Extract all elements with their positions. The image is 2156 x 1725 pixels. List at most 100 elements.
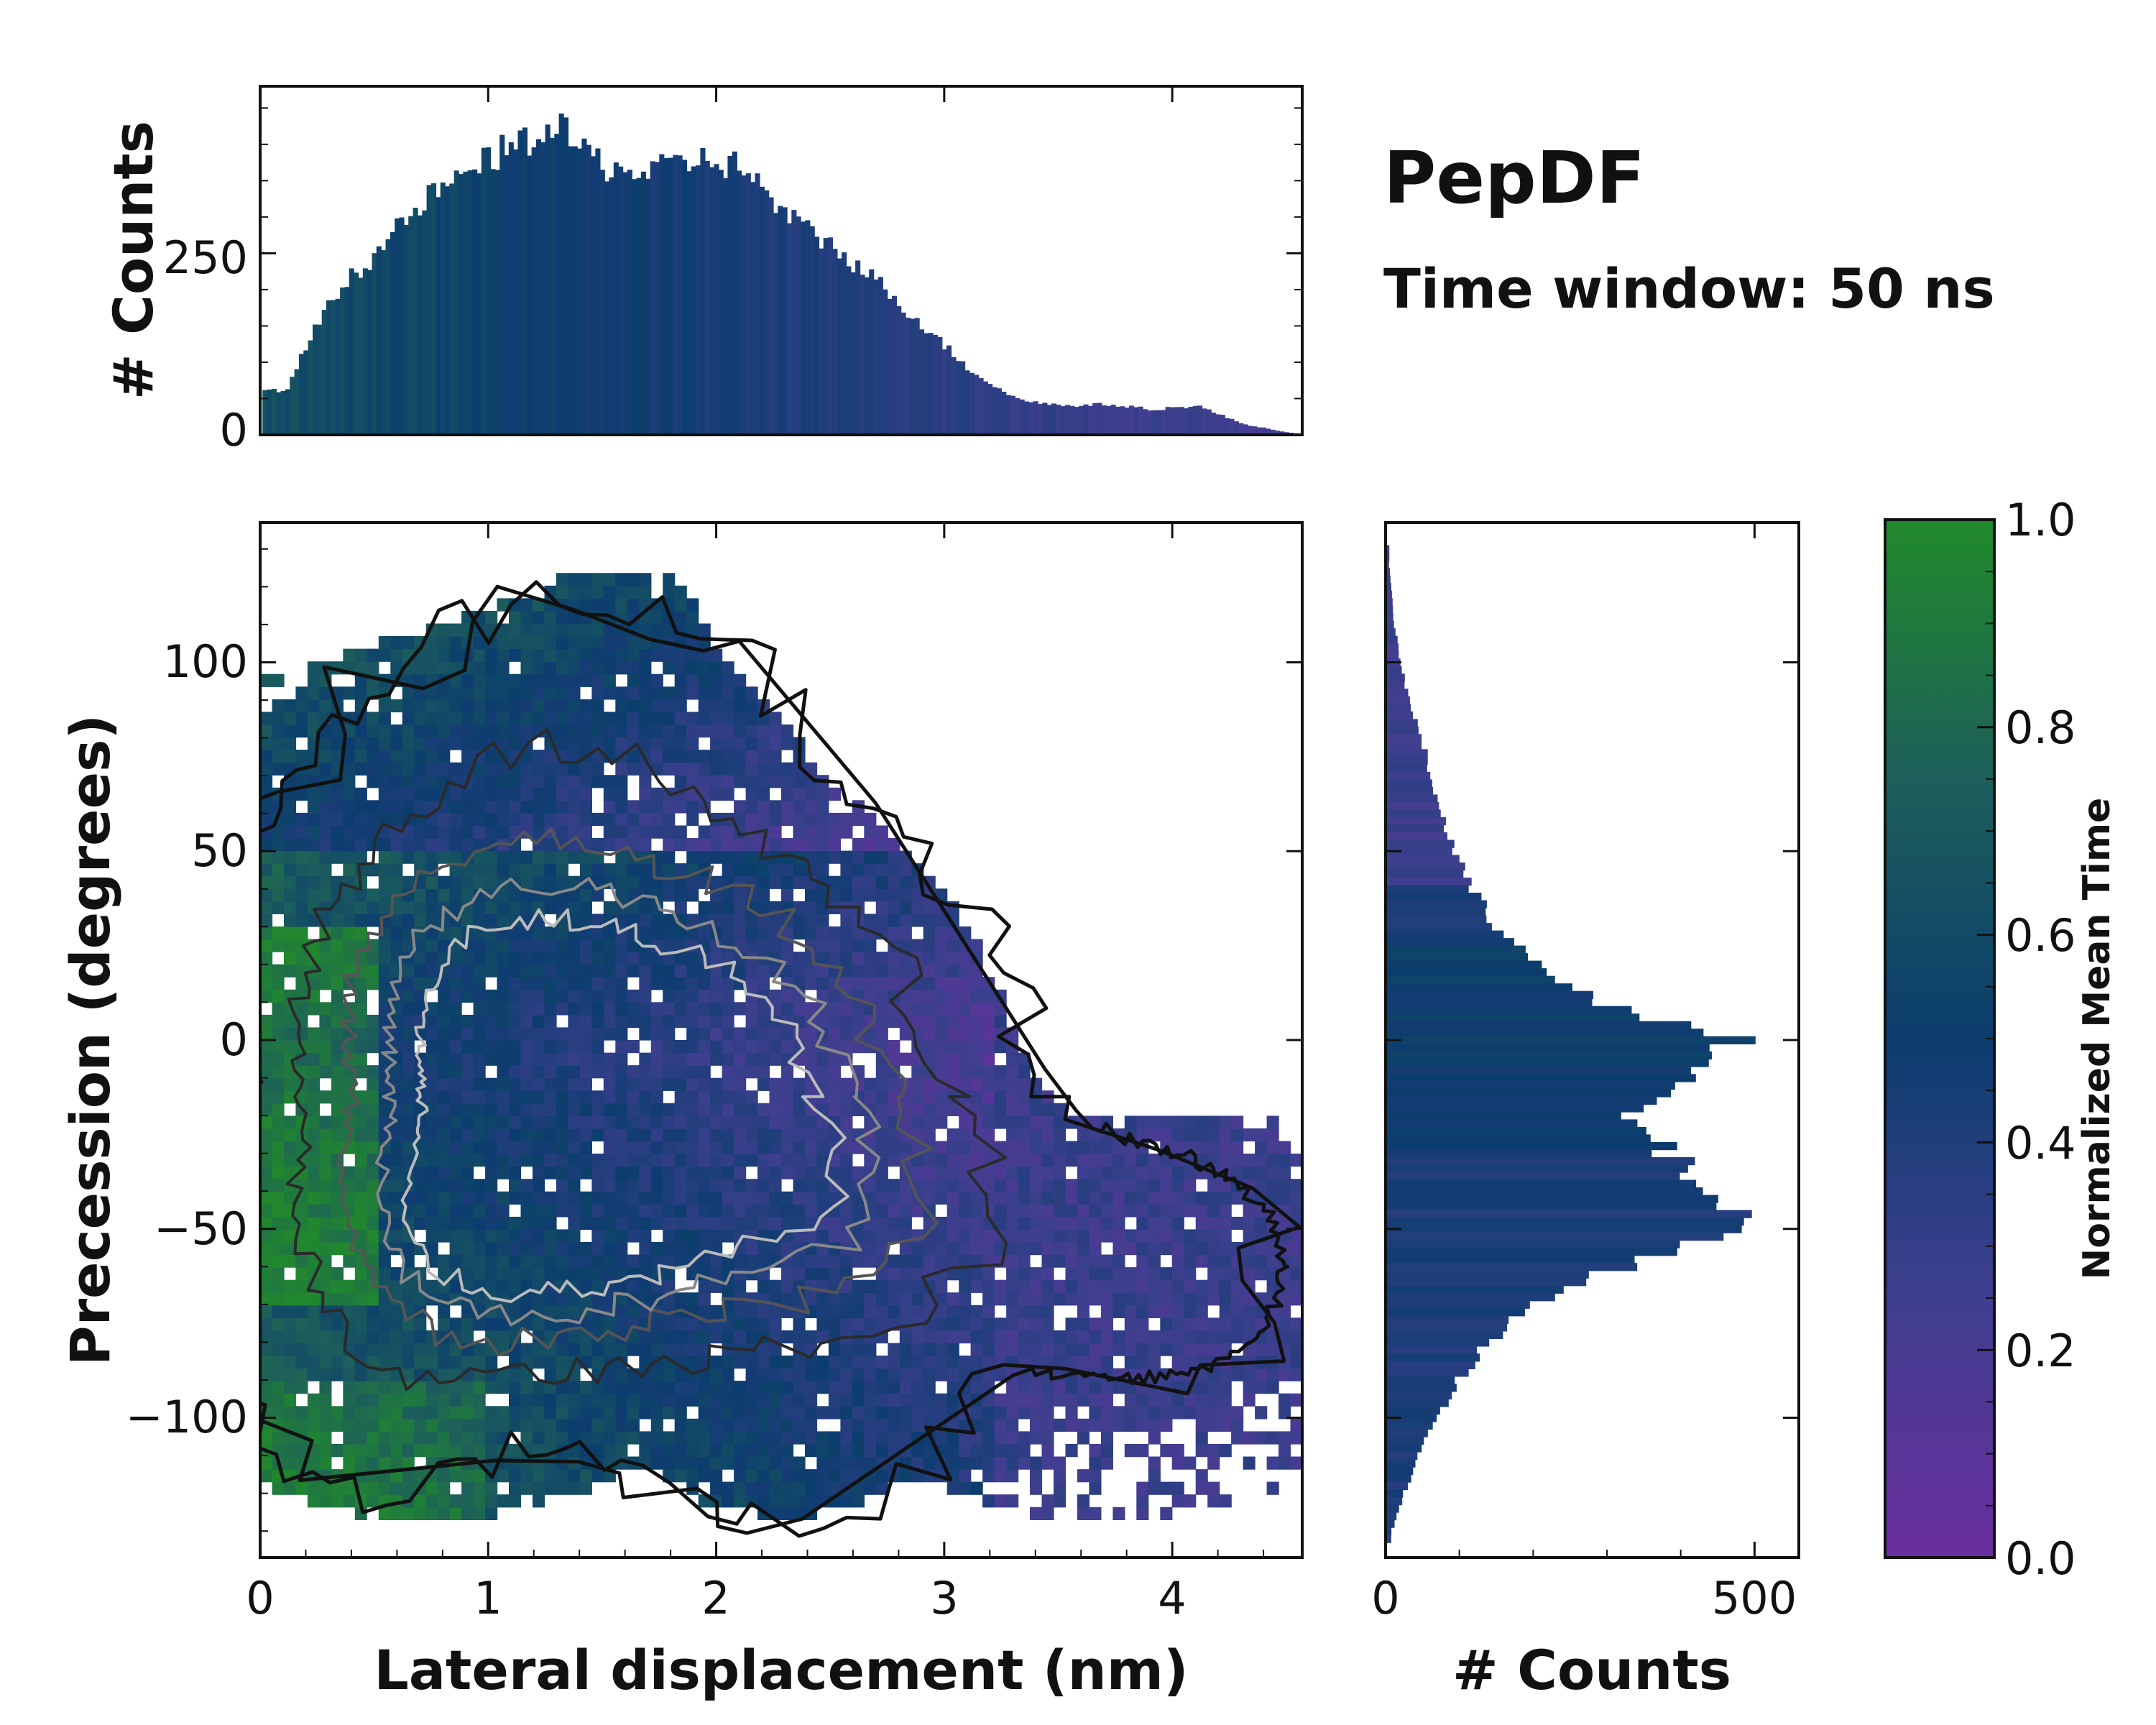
heatmap-cell bbox=[1207, 1330, 1220, 1344]
heatmap-cell bbox=[828, 1002, 841, 1016]
top-histogram-bar bbox=[864, 277, 870, 435]
right-histogram-bar bbox=[1386, 689, 1409, 697]
heatmap-cell bbox=[438, 686, 451, 700]
heatmap-cell bbox=[367, 1254, 379, 1268]
heatmap-cell bbox=[615, 585, 628, 599]
heatmap-cell bbox=[1136, 1343, 1149, 1356]
right-histogram-bar bbox=[1386, 643, 1399, 652]
heatmap-cell bbox=[769, 762, 782, 776]
heatmap-cell bbox=[354, 1179, 367, 1192]
heatmap-cell bbox=[473, 1191, 486, 1205]
heatmap-cell bbox=[615, 800, 628, 814]
heatmap-cell bbox=[899, 1027, 912, 1041]
heatmap-cell bbox=[1160, 1128, 1173, 1142]
heatmap-cell bbox=[367, 1077, 379, 1091]
heatmap-cell bbox=[674, 1418, 687, 1432]
heatmap-cell bbox=[284, 1166, 297, 1179]
heatmap-cell bbox=[1030, 1128, 1043, 1142]
heatmap-cell bbox=[579, 1014, 592, 1029]
right-histogram-bar bbox=[1386, 1210, 1752, 1218]
heatmap-cell bbox=[698, 1154, 711, 1167]
heatmap-cell bbox=[888, 1065, 900, 1079]
heatmap-cell bbox=[769, 1242, 782, 1256]
heatmap-cell bbox=[272, 1191, 285, 1205]
heatmap-cell bbox=[698, 750, 711, 763]
heatmap-cell bbox=[1041, 1166, 1054, 1179]
heatmap-cell bbox=[425, 1065, 438, 1079]
heatmap-cell bbox=[295, 750, 308, 763]
heatmap-cell bbox=[556, 699, 568, 713]
heatmap-cell bbox=[663, 1002, 676, 1016]
heatmap-cell bbox=[852, 952, 865, 965]
heatmap-cell bbox=[970, 1229, 983, 1243]
top-histogram-bar bbox=[755, 173, 760, 435]
heatmap-cell bbox=[663, 1456, 676, 1470]
heatmap-cell bbox=[911, 989, 924, 1003]
heatmap-cell bbox=[473, 636, 486, 650]
heatmap-cell bbox=[556, 686, 568, 700]
heatmap-cell bbox=[260, 901, 273, 914]
heatmap-cell bbox=[343, 939, 356, 952]
heatmap-cell bbox=[852, 1431, 865, 1445]
heatmap-cell bbox=[674, 1406, 687, 1420]
heatmap-cell bbox=[603, 1027, 616, 1041]
heatmap-cell bbox=[663, 1014, 676, 1029]
heatmap-cell bbox=[698, 1469, 711, 1483]
heatmap-cell bbox=[1207, 1343, 1220, 1356]
heatmap-cell bbox=[473, 977, 486, 990]
right-histogram-bar bbox=[1386, 945, 1526, 954]
heatmap-cell bbox=[888, 1090, 900, 1104]
heatmap-cell bbox=[1030, 1216, 1043, 1230]
heatmap-cell bbox=[840, 812, 853, 827]
top-histogram-bar bbox=[481, 147, 487, 435]
heatmap-cell bbox=[875, 1077, 888, 1091]
heatmap-cell bbox=[295, 926, 308, 940]
heatmap-cell bbox=[946, 1179, 959, 1192]
heatmap-cell bbox=[805, 1179, 818, 1192]
right-histogram-bar bbox=[1386, 885, 1469, 893]
heatmap-cell bbox=[864, 1393, 877, 1407]
heatmap-cell bbox=[367, 712, 379, 725]
heatmap-cell bbox=[899, 888, 912, 902]
heatmap-cell bbox=[319, 964, 332, 978]
heatmap-cell bbox=[769, 775, 782, 788]
heatmap-cell bbox=[982, 1330, 995, 1344]
heatmap-cell bbox=[509, 1014, 522, 1029]
heatmap-cell bbox=[1018, 1343, 1031, 1356]
heatmap-cell bbox=[354, 787, 367, 801]
heatmap-cell bbox=[1184, 1229, 1197, 1243]
heatmap-cell bbox=[734, 1216, 747, 1230]
heatmap-cell bbox=[473, 1141, 486, 1154]
heatmap-cell bbox=[520, 699, 533, 713]
top-histogram-bar bbox=[1051, 403, 1057, 435]
heatmap-cell bbox=[650, 1191, 663, 1205]
heatmap-cell bbox=[710, 1191, 723, 1205]
heatmap-cell bbox=[367, 1216, 379, 1230]
heatmap-cell bbox=[805, 1368, 818, 1381]
heatmap-cell bbox=[591, 1103, 604, 1116]
heatmap-cell bbox=[1136, 1406, 1149, 1420]
heatmap-cell bbox=[793, 1191, 806, 1205]
heatmap-cell bbox=[533, 1002, 545, 1016]
heatmap-cell bbox=[710, 1444, 723, 1458]
heatmap-cell bbox=[875, 1141, 888, 1154]
heatmap-cell bbox=[520, 952, 533, 965]
heatmap-cell bbox=[1290, 1343, 1302, 1356]
heatmap-cell bbox=[781, 1191, 794, 1205]
heatmap-cell bbox=[568, 1191, 581, 1205]
heatmap-cell bbox=[805, 812, 818, 827]
top-histogram-bar bbox=[1174, 407, 1180, 435]
heatmap-cell bbox=[805, 838, 818, 852]
right-histogram-bar bbox=[1386, 764, 1427, 773]
heatmap-cell bbox=[639, 712, 652, 725]
heatmap-cell bbox=[544, 1065, 557, 1079]
top-histogram-bar bbox=[1202, 408, 1207, 435]
heatmap-cell bbox=[343, 1229, 356, 1243]
top-histogram-bar bbox=[1170, 407, 1176, 435]
heatmap-cell bbox=[793, 1090, 806, 1104]
heatmap-cell bbox=[1054, 1456, 1067, 1470]
heatmap-cell bbox=[331, 1002, 344, 1016]
heatmap-cell bbox=[781, 1444, 794, 1458]
heatmap-cell bbox=[1219, 1242, 1232, 1256]
heatmap-cell bbox=[509, 1381, 522, 1394]
